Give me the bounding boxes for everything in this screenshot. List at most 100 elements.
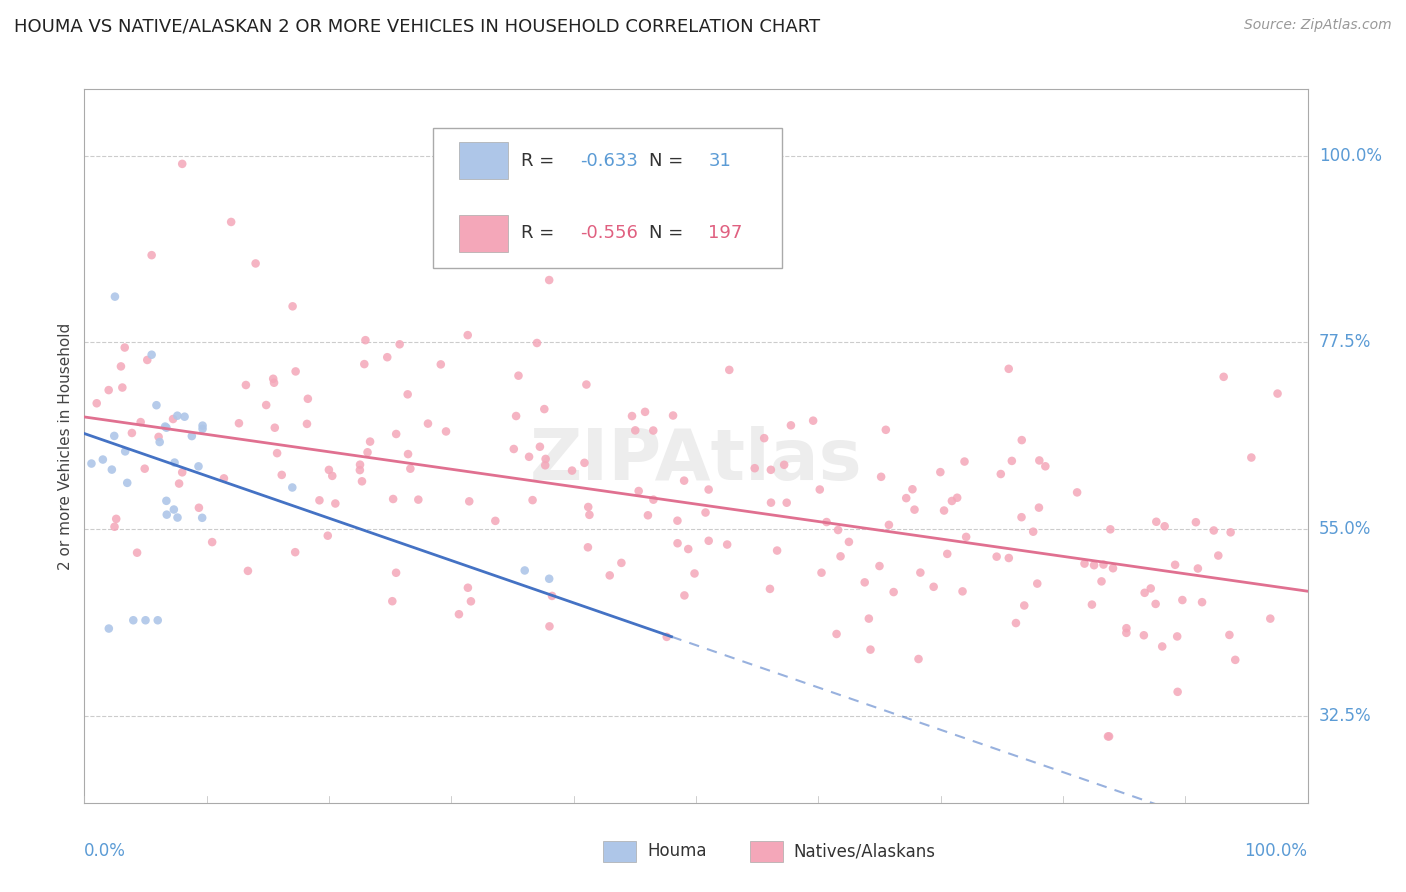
Text: 197: 197 [709, 225, 742, 243]
Point [932, 503, 955, 517]
Point [284, 364, 307, 378]
Text: N =: N = [650, 225, 689, 243]
Point [697, 533, 720, 548]
Point [396, 447, 419, 461]
Point [643, 424, 665, 438]
Point [103, 520, 125, 534]
Point [830, 549, 852, 564]
Point [295, 417, 318, 431]
Text: R =: R = [522, 225, 560, 243]
Point [508, 368, 530, 383]
Point [683, 566, 706, 581]
Point [460, 594, 482, 608]
Point [172, 157, 194, 171]
Point [114, 444, 136, 458]
Point [153, 419, 176, 434]
Point [121, 425, 143, 440]
Point [1219, 525, 1241, 540]
Point [356, 445, 378, 459]
Text: -0.556: -0.556 [579, 225, 638, 243]
Point [135, 613, 157, 627]
Point [538, 572, 561, 586]
Point [263, 376, 285, 390]
Point [1090, 574, 1112, 589]
Point [838, 534, 860, 549]
Point [110, 359, 132, 374]
Point [141, 248, 163, 262]
Point [1191, 595, 1213, 609]
Point [191, 422, 214, 436]
Point [955, 530, 977, 544]
Point [163, 456, 186, 470]
Point [858, 612, 880, 626]
Point [825, 627, 848, 641]
Point [998, 551, 1021, 566]
Point [697, 483, 720, 497]
Point [534, 458, 557, 473]
Text: Natives/Alaskans: Natives/Alaskans [794, 842, 936, 860]
Point [1240, 450, 1263, 465]
Point [1026, 576, 1049, 591]
Point [385, 566, 408, 580]
Point [297, 392, 319, 406]
Point [1081, 598, 1104, 612]
Point [1153, 519, 1175, 533]
Text: HOUMA VS NATIVE/ALASKAN 2 OR MORE VEHICLES IN HOUSEHOLD CORRELATION CHART: HOUMA VS NATIVE/ALASKAN 2 OR MORE VEHICL… [14, 18, 820, 36]
Point [1144, 515, 1167, 529]
Point [349, 458, 371, 472]
FancyBboxPatch shape [603, 840, 636, 862]
Point [1144, 597, 1167, 611]
Point [129, 415, 152, 429]
Point [666, 514, 689, 528]
Point [148, 430, 170, 444]
Point [538, 619, 561, 633]
Point [172, 466, 194, 480]
Point [408, 492, 430, 507]
Point [907, 652, 929, 666]
Point [219, 215, 242, 229]
Point [695, 506, 717, 520]
Text: Houma: Houma [647, 842, 707, 860]
Point [859, 642, 882, 657]
Point [1185, 515, 1208, 529]
Point [396, 387, 419, 401]
Text: 77.5%: 77.5% [1319, 334, 1371, 351]
Point [754, 431, 776, 445]
Point [180, 429, 202, 443]
Point [666, 536, 689, 550]
Point [91, 452, 114, 467]
Point [1033, 459, 1056, 474]
Point [321, 468, 343, 483]
Point [212, 471, 235, 485]
Text: 100.0%: 100.0% [1244, 842, 1308, 860]
Point [766, 543, 789, 558]
Point [574, 456, 596, 470]
Point [266, 446, 288, 460]
Point [773, 458, 796, 472]
Point [634, 405, 657, 419]
Point [104, 290, 127, 304]
Point [637, 508, 659, 523]
FancyBboxPatch shape [433, 128, 782, 268]
Point [877, 517, 900, 532]
Point [1028, 500, 1050, 515]
Point [270, 467, 292, 482]
Point [575, 377, 598, 392]
Point [903, 502, 925, 516]
Point [997, 361, 1019, 376]
Point [952, 584, 974, 599]
Point [127, 546, 149, 560]
Point [166, 510, 188, 524]
Point [517, 450, 540, 464]
Point [776, 496, 799, 510]
Point [458, 494, 481, 508]
Point [875, 423, 897, 437]
Point [163, 502, 186, 516]
Point [610, 556, 633, 570]
Point [281, 481, 304, 495]
Point [505, 409, 527, 423]
Point [936, 547, 959, 561]
Point [484, 514, 506, 528]
Point [869, 559, 891, 574]
Point [896, 491, 918, 505]
